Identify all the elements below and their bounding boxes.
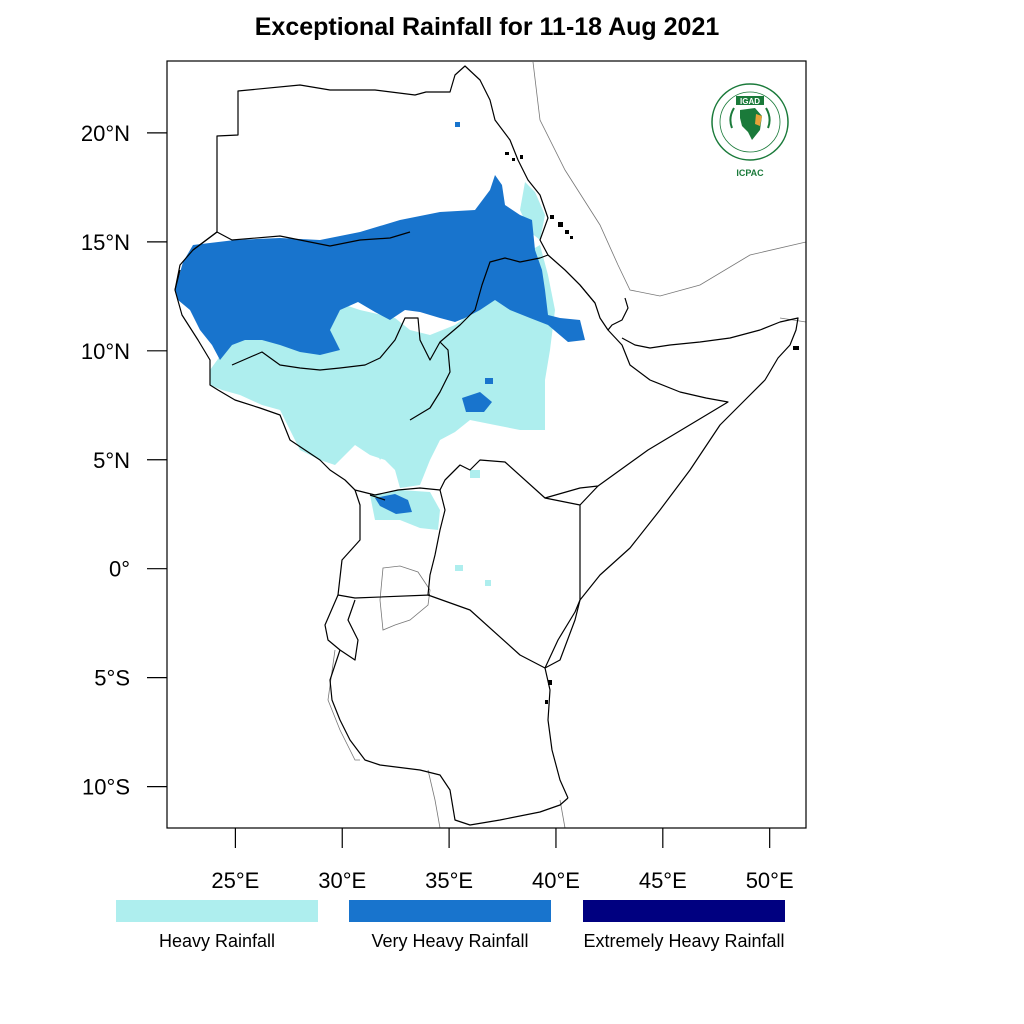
lon-tick-label: 30°E [318,868,366,893]
latitude-axis: 20°N 15°N 10°N 5°N 0° 5°S 10°S [81,121,167,800]
legend-label: Very Heavy Rainfall [371,931,529,951]
legend-swatch [349,900,551,922]
lon-tick-label: 50°E [746,868,794,893]
igad-icpac-logo: IGAD ICPAC [710,80,790,180]
logo-icpac-text: ICPAC [736,168,764,178]
lat-tick-label: 0° [109,557,130,582]
map-title: Exceptional Rainfall for 11-18 Aug 2021 [254,13,720,41]
logo-emblem: IGAD ICPAC [711,83,789,178]
map-frame [166,60,807,829]
lat-tick-label: 5°N [93,448,130,473]
legend-label: Heavy Rainfall [158,931,276,951]
map-content [174,61,806,828]
coastline-islands [505,152,799,704]
lat-tick-label: 10°N [81,339,130,364]
lat-tick-label: 15°N [81,230,130,255]
legend-swatch [116,900,318,922]
longitude-axis: 25°E 30°E 35°E 40°E 45°E 50°E [211,828,794,893]
lat-tick-label: 20°N [81,121,130,146]
lat-tick-label: 5°S [94,666,130,691]
country-borders [174,65,799,826]
lon-tick-label: 45°E [639,868,687,893]
legend-swatch [583,900,785,922]
logo-igad-text: IGAD [740,97,760,106]
lon-tick-label: 40°E [532,868,580,893]
lon-tick-label: 35°E [425,868,473,893]
lon-tick-label: 25°E [211,868,259,893]
legend-label: Extremely Heavy Rainfall [583,931,785,951]
lat-tick-label: 10°S [82,775,130,800]
very-heavy-rainfall-areas [175,122,585,514]
